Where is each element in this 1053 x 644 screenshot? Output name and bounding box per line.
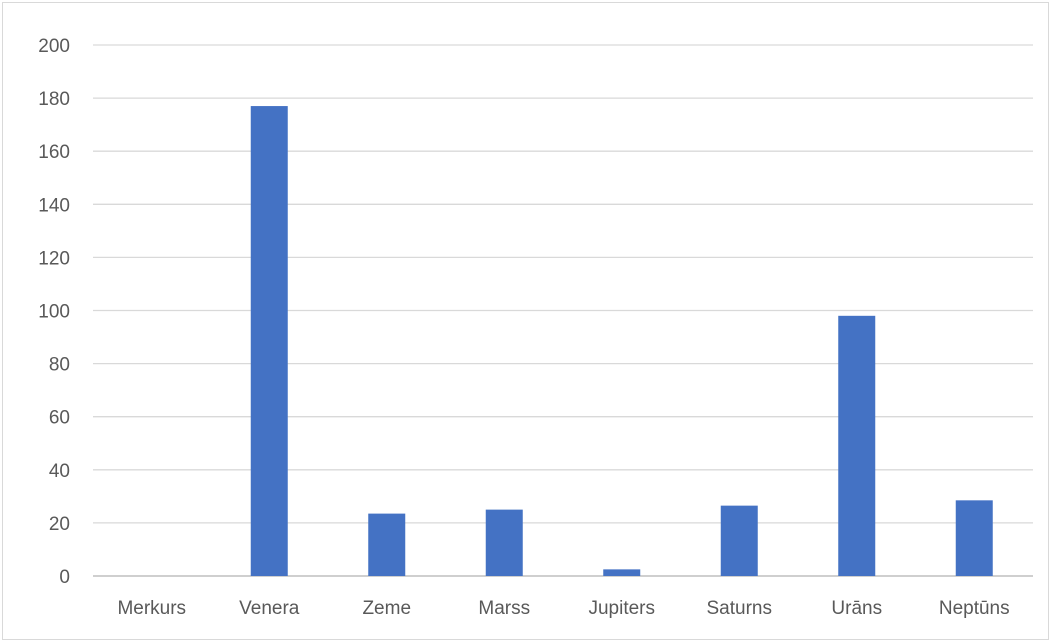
bars [250,106,993,576]
bar-saturns [720,505,758,576]
x-tick-label: Venera [239,598,300,619]
bar-neptūns [955,500,993,576]
y-tick-label: 60 [49,408,70,429]
x-tick-label: Neptūns [939,598,1010,619]
bar-marss [485,509,523,576]
y-tick-label: 140 [38,195,70,216]
bar-zeme [368,513,406,576]
y-axis-tick-labels: 0 20 40 60 80 100 120 140 160 180 200 [38,36,70,588]
bar-venera [250,106,288,576]
bar-urāns [838,315,876,576]
y-tick-label: 120 [38,248,70,269]
y-tick-label: 200 [38,36,70,57]
y-tick-label: 40 [49,461,70,482]
x-tick-label: Merkurs [117,598,186,619]
y-tick-label: 20 [49,514,70,535]
x-tick-label: Saturns [707,598,772,619]
y-tick-label: 100 [38,302,70,323]
bar-jupiters [603,569,641,576]
gridlines [93,44,1033,577]
y-tick-label: 80 [49,355,70,376]
y-tick-label: 180 [38,89,70,110]
x-tick-label: Zeme [362,598,411,619]
y-tick-label: 0 [59,567,70,588]
x-axis-tick-labels: Merkurs Venera Zeme Marss Jupiters Saturns Urā… [117,598,1009,619]
x-tick-label: Urāns [831,598,882,619]
x-tick-label: Jupiters [588,598,655,619]
x-tick-label: Marss [478,598,530,619]
y-tick-label: 160 [38,142,70,163]
